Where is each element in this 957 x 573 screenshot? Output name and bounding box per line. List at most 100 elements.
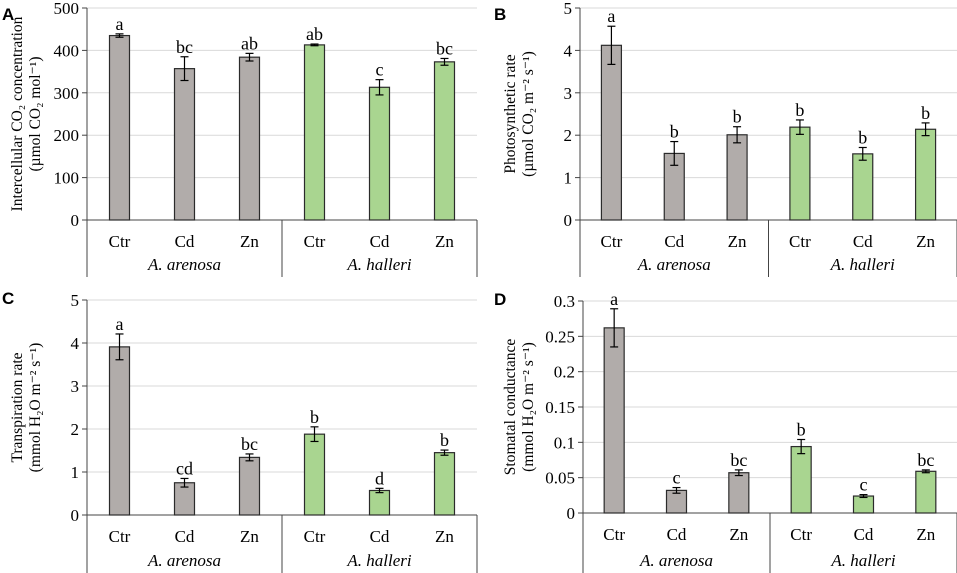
bar-arenosa-zn bbox=[726, 134, 748, 221]
x-tick-label: Ctr bbox=[601, 232, 623, 251]
y-tick-label: 0.1 bbox=[554, 433, 575, 452]
y-tick-label: 0 bbox=[71, 211, 80, 230]
y-axis-label: Intercellular CO₂ concentration bbox=[9, 16, 26, 211]
y-tick-label: 0 bbox=[71, 506, 80, 525]
y-tick-label: 0.3 bbox=[554, 292, 575, 311]
significance-letter: cd bbox=[176, 458, 193, 478]
panel-b: B 0 1 2 3 4 5 Photosynthetic rate (µmol CO₂ m⁻² … bbox=[494, 0, 957, 277]
x-tick-label: Cd bbox=[175, 527, 195, 546]
significance-letter: bc bbox=[436, 38, 453, 58]
y-tick-label: 200 bbox=[54, 126, 80, 145]
x-tick-label: Zn bbox=[435, 232, 454, 251]
bar-arenosa-ctr bbox=[600, 44, 623, 221]
panel-label: B bbox=[494, 5, 506, 24]
significance-letter: b bbox=[310, 407, 319, 427]
y-tick-label: 3 bbox=[71, 377, 80, 396]
y-tick-label: 5 bbox=[71, 291, 80, 310]
x-tick-label: Ctr bbox=[304, 527, 326, 546]
x-tick-label: Cd bbox=[664, 232, 684, 251]
x-tick-label: Ctr bbox=[109, 527, 131, 546]
bar-halleri-cd bbox=[852, 153, 874, 221]
y-axis-label: Photosynthetic rate bbox=[502, 54, 519, 173]
significance-letter: a bbox=[116, 14, 124, 34]
bar-arenosa-ctr bbox=[108, 346, 131, 516]
x-tick-label: Ctr bbox=[603, 525, 625, 544]
significance-letter: c bbox=[673, 468, 681, 488]
panel-a: A 0 100 200 300 400 500 Intercellular CO₂ conce… bbox=[2, 0, 478, 277]
y-tick-label: 0.25 bbox=[545, 327, 575, 346]
group-label: A. arenosa bbox=[639, 551, 713, 570]
group-label: A. arenosa bbox=[637, 255, 711, 274]
y-tick-label: 3 bbox=[564, 84, 573, 103]
x-tick-label: Zn bbox=[729, 525, 748, 544]
panel-d: D 0 0.05 0.1 0.15 0.2 0.25 0.3 Stomatal conducta… bbox=[494, 289, 957, 573]
x-tick-label: Zn bbox=[728, 232, 747, 251]
y-tick-label: 0.2 bbox=[554, 363, 575, 382]
significance-letter: ab bbox=[306, 24, 323, 44]
x-tick-label: Zn bbox=[240, 232, 259, 251]
significance-letter: b bbox=[797, 420, 806, 440]
y-tick-label: 1 bbox=[71, 463, 80, 482]
y-tick-label: 500 bbox=[54, 0, 80, 18]
significance-letter: ab bbox=[241, 33, 258, 53]
x-tick-label: Ctr bbox=[304, 232, 326, 251]
bar-halleri-ctr bbox=[789, 126, 811, 221]
y-tick-label: 0 bbox=[567, 504, 576, 523]
x-tick-label: Zn bbox=[240, 527, 259, 546]
x-tick-label: Ctr bbox=[109, 232, 131, 251]
y-tick-label: 0.15 bbox=[545, 398, 575, 417]
y-tick-label: 0 bbox=[564, 211, 573, 230]
significance-letter: a bbox=[610, 289, 618, 309]
significance-letter: d bbox=[375, 468, 384, 488]
y-tick-label: 5 bbox=[564, 0, 573, 18]
significance-letter: a bbox=[116, 314, 124, 334]
bar-halleri-cd bbox=[852, 495, 875, 514]
x-tick-label: Cd bbox=[175, 232, 195, 251]
x-tick-label: Ctr bbox=[790, 525, 812, 544]
significance-letter: c bbox=[376, 60, 384, 80]
y-tick-label: 400 bbox=[54, 41, 80, 60]
bar-halleri-zn bbox=[433, 452, 456, 516]
bar-arenosa-zn bbox=[238, 56, 261, 221]
x-tick-label: Cd bbox=[853, 232, 873, 251]
significance-letter: bc bbox=[730, 450, 747, 470]
y-axis-label: (µmol CO₂ mol⁻¹) bbox=[27, 57, 44, 172]
y-tick-label: 2 bbox=[71, 420, 80, 439]
group-label: A. halleri bbox=[346, 255, 411, 274]
group-label: A. arenosa bbox=[147, 551, 221, 570]
significance-letter: bc bbox=[241, 434, 258, 454]
x-tick-label: Cd bbox=[370, 232, 390, 251]
y-tick-label: 1 bbox=[564, 169, 573, 188]
y-tick-label: 300 bbox=[54, 84, 80, 103]
y-tick-label: 0.05 bbox=[545, 469, 575, 488]
bar-halleri-ctr bbox=[303, 433, 326, 516]
x-tick-label: Zn bbox=[916, 232, 935, 251]
significance-letter: b bbox=[670, 122, 679, 142]
bar-halleri-cd bbox=[368, 489, 391, 516]
significance-letter: b bbox=[795, 100, 804, 120]
group-label: A. halleri bbox=[830, 551, 895, 570]
panel-c: C 0 1 2 3 4 5 Transpiration rate (mmol H₂O m⁻² s… bbox=[2, 289, 478, 573]
bar-arenosa-ctr bbox=[108, 34, 131, 221]
significance-letter: a bbox=[607, 6, 615, 26]
panel-label: D bbox=[494, 290, 506, 309]
x-tick-label: Cd bbox=[370, 527, 390, 546]
bar-arenosa-ctr bbox=[603, 327, 625, 514]
significance-letter: bc bbox=[176, 37, 193, 57]
significance-letter: b bbox=[858, 127, 867, 147]
panel-label: C bbox=[2, 289, 14, 308]
y-axis-label: Stomatal conductance bbox=[502, 339, 519, 476]
significance-letter: b bbox=[921, 103, 930, 123]
bar-halleri-ctr bbox=[303, 44, 326, 221]
x-tick-label: Zn bbox=[916, 525, 935, 544]
y-axis-label: Transpiration rate bbox=[9, 352, 26, 462]
bar-halleri-zn bbox=[914, 128, 937, 221]
panel-label: A bbox=[2, 5, 14, 24]
y-tick-label: 4 bbox=[564, 41, 573, 60]
y-tick-label: 2 bbox=[564, 126, 573, 145]
group-label: A. halleri bbox=[346, 551, 411, 570]
y-axis-label: (mmol H₂O m⁻² s⁻¹) bbox=[27, 343, 44, 473]
bar-arenosa-zn bbox=[238, 456, 261, 516]
significance-letter: b bbox=[440, 430, 449, 450]
